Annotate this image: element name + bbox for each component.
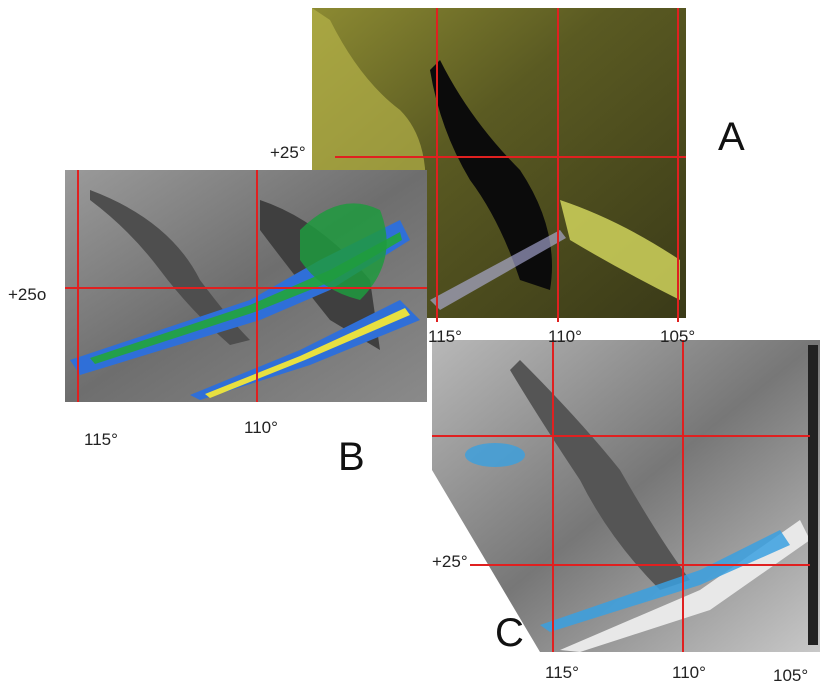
cloud xyxy=(465,443,525,467)
lat-label: +25o xyxy=(8,285,46,304)
color-scale xyxy=(808,345,818,645)
lon-label: 110° xyxy=(548,327,582,346)
lon-label: 115° xyxy=(428,327,462,346)
lon-label: 105° xyxy=(660,327,695,346)
panel-label: C xyxy=(495,611,524,655)
panel-c xyxy=(432,340,820,652)
lon-label: 110° xyxy=(244,418,278,437)
figure: +25° 115° 110° 105° A +25o 115° 110° B +… xyxy=(0,0,828,688)
lat-label: +25° xyxy=(432,552,468,571)
lat-label: +25° xyxy=(270,143,306,162)
lon-label: 115° xyxy=(545,663,579,682)
panel-label: A xyxy=(718,115,745,159)
lon-label: 110° xyxy=(672,663,706,682)
lon-label: 105° xyxy=(773,666,808,685)
lon-label: 115° xyxy=(84,430,118,449)
panel-label: B xyxy=(338,435,365,479)
panel-b xyxy=(65,170,427,402)
